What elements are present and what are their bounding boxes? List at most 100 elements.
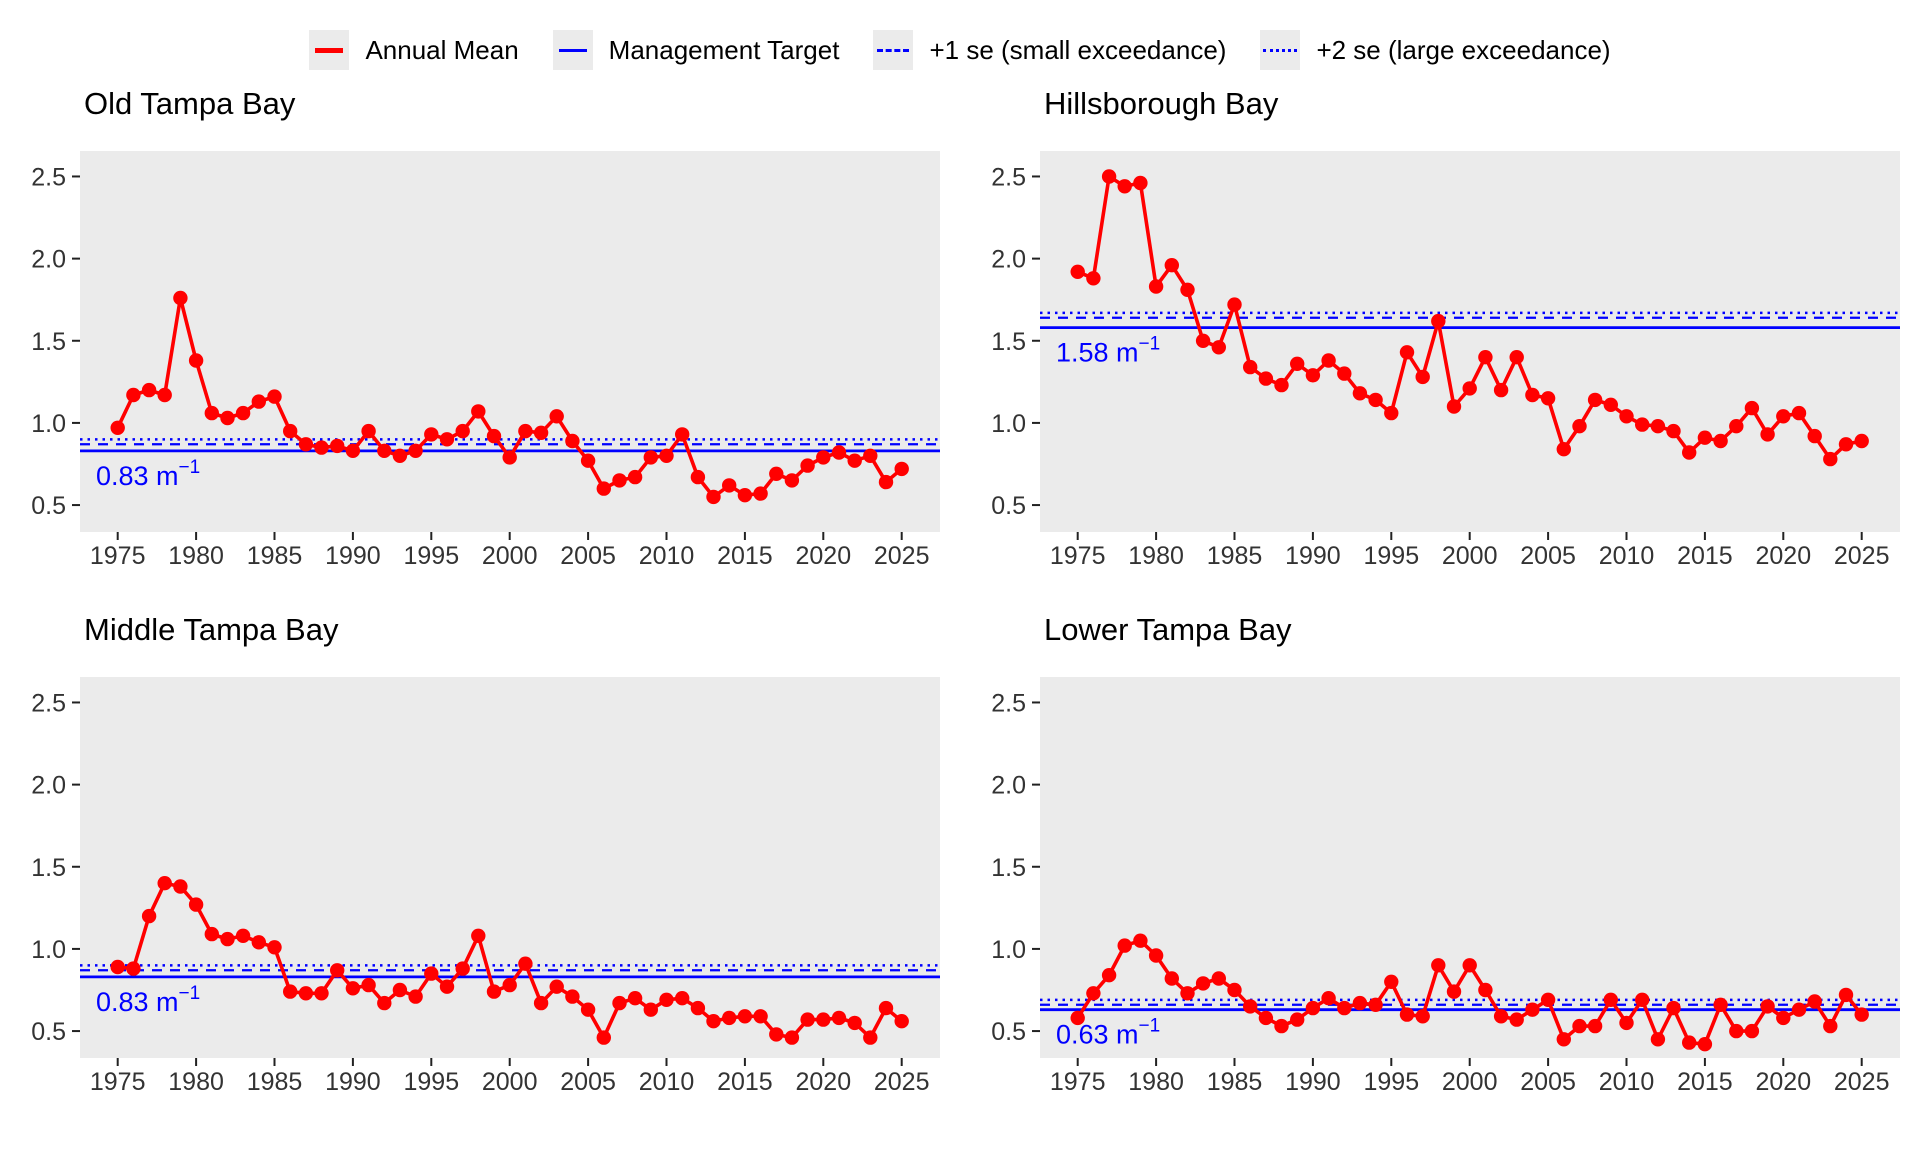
annual-mean-point (235, 405, 251, 421)
annual-mean-point (580, 1002, 596, 1017)
annual-mean-point (1854, 433, 1869, 449)
annual-mean-point (1258, 371, 1274, 386)
annual-mean-point (1117, 179, 1132, 194)
x-tick-label: 2025 (874, 542, 930, 570)
x-tick-label: 1980 (1128, 1068, 1184, 1096)
target-label: 1.58 m−1 (1056, 334, 1160, 368)
annual-mean-point (894, 461, 909, 477)
y-tick-label: 1.5 (31, 328, 66, 356)
annual-mean-point (267, 389, 282, 404)
plus1-se-key-icon (873, 30, 914, 70)
plot-area (80, 677, 940, 1058)
x-tick-label: 2015 (717, 1068, 773, 1096)
annual-mean-point (769, 1027, 784, 1042)
annual-mean-point (847, 1015, 862, 1031)
annual-mean-point (392, 982, 408, 998)
annual-mean-point (1823, 1018, 1838, 1034)
annual-mean-point (800, 1012, 815, 1027)
panel-title: Hillsborough Bay (1044, 86, 1279, 121)
annual-mean-point (1540, 992, 1556, 1007)
annual-mean-point (1462, 958, 1477, 973)
annual-mean-point (377, 443, 392, 458)
annual-mean-point (1635, 992, 1650, 1007)
y-tick-label: 0.5 (31, 1018, 66, 1046)
annual-mean-point (1587, 1018, 1603, 1034)
chart-hillsborough-bay: 1975 1980 1985 1990 1995 2000 2005 2010 2015 2020… (991, 151, 1900, 570)
x-tick-label: 1975 (90, 542, 146, 570)
annual-mean-point (643, 1002, 658, 1017)
annual-mean-point (361, 977, 376, 993)
annual-mean-point (1305, 1000, 1321, 1016)
annual-mean-point (110, 959, 125, 975)
annual-mean-point (126, 387, 141, 403)
x-tick-label: 2020 (1755, 1068, 1811, 1096)
annual-mean-point (1180, 282, 1195, 297)
annual-mean-point (110, 420, 125, 435)
annual-mean-point (126, 961, 141, 976)
annual-mean-point (612, 473, 627, 488)
annual-mean-point (1682, 445, 1697, 460)
annual-mean-point (1164, 971, 1179, 986)
y-tick-label: 2.0 (991, 772, 1026, 800)
x-tick-label: 2010 (1599, 542, 1655, 570)
annual-mean-point (831, 1010, 847, 1026)
annual-mean-point (1243, 999, 1258, 1014)
x-tick-label: 1995 (1363, 542, 1419, 570)
chart-old-tampa-bay: 1975 1980 1985 1990 1995 2000 2005 2010 2015 2020… (31, 151, 940, 570)
annual-mean-point (1352, 995, 1368, 1011)
annual-mean-point (1133, 933, 1148, 948)
annual-mean-point (1258, 1010, 1274, 1026)
x-tick-label: 2005 (1520, 542, 1576, 570)
x-tick-label: 1980 (168, 542, 224, 570)
annual-mean-point (627, 469, 643, 485)
annual-mean-point (1776, 409, 1791, 424)
annual-mean-point (408, 989, 423, 1004)
annual-mean-point (784, 1030, 800, 1045)
annual-mean-point (627, 991, 643, 1006)
annual-mean-point (486, 984, 502, 999)
y-tick-label: 0.5 (991, 492, 1026, 520)
annual-mean-point (455, 423, 470, 439)
annual-mean-point (1352, 386, 1368, 401)
y-tick-label: 1.0 (991, 936, 1026, 964)
annual-mean-point (361, 423, 376, 439)
annual-mean-point (471, 404, 486, 419)
y-tick-label: 2.5 (991, 689, 1026, 717)
annual-mean-point (675, 991, 690, 1006)
annual-mean-point (267, 940, 282, 955)
annual-mean-point (377, 995, 392, 1011)
annual-mean-point (1791, 405, 1807, 421)
y-tick-label: 1.0 (31, 936, 66, 964)
x-tick-label: 2015 (1677, 1068, 1733, 1096)
annual-mean-point (1243, 359, 1258, 375)
x-tick-label: 1990 (1285, 542, 1341, 570)
annual-mean-point (596, 481, 611, 496)
annual-mean-point (1493, 1009, 1509, 1024)
annual-mean-point (847, 453, 862, 468)
annual-mean-point (1086, 986, 1101, 1001)
annual-mean-point (1807, 428, 1822, 444)
annual-mean-point (549, 409, 564, 424)
annual-mean-point (502, 450, 517, 465)
annual-mean-point (1164, 258, 1179, 273)
legend-label: Annual Mean (365, 34, 519, 65)
y-tick-label: 2.5 (31, 163, 66, 191)
annual-mean-point (1619, 1015, 1634, 1031)
annual-mean-point (1854, 1007, 1869, 1022)
annual-mean-point (878, 474, 894, 490)
annual-mean-point (345, 443, 361, 458)
annual-mean-point (1070, 264, 1085, 279)
x-tick-label: 2020 (795, 542, 851, 570)
annual-mean-point (220, 931, 235, 947)
x-tick-label: 2015 (1677, 542, 1733, 570)
annual-mean-point (863, 1030, 878, 1045)
annual-mean-point (1446, 984, 1462, 999)
annual-mean-point (1587, 392, 1603, 408)
annual-mean-point (1838, 437, 1854, 452)
annual-mean-point (1682, 1035, 1697, 1050)
annual-mean-point (1509, 350, 1524, 365)
target-label: 0.63 m−1 (1056, 1016, 1160, 1050)
panel-middle-tampa-bay: Middle Tampa Bay 1975 1980 1985 1990 1995 200… (0, 582, 960, 1108)
annual-mean-point (1556, 442, 1571, 457)
x-tick-label: 2000 (482, 542, 538, 570)
